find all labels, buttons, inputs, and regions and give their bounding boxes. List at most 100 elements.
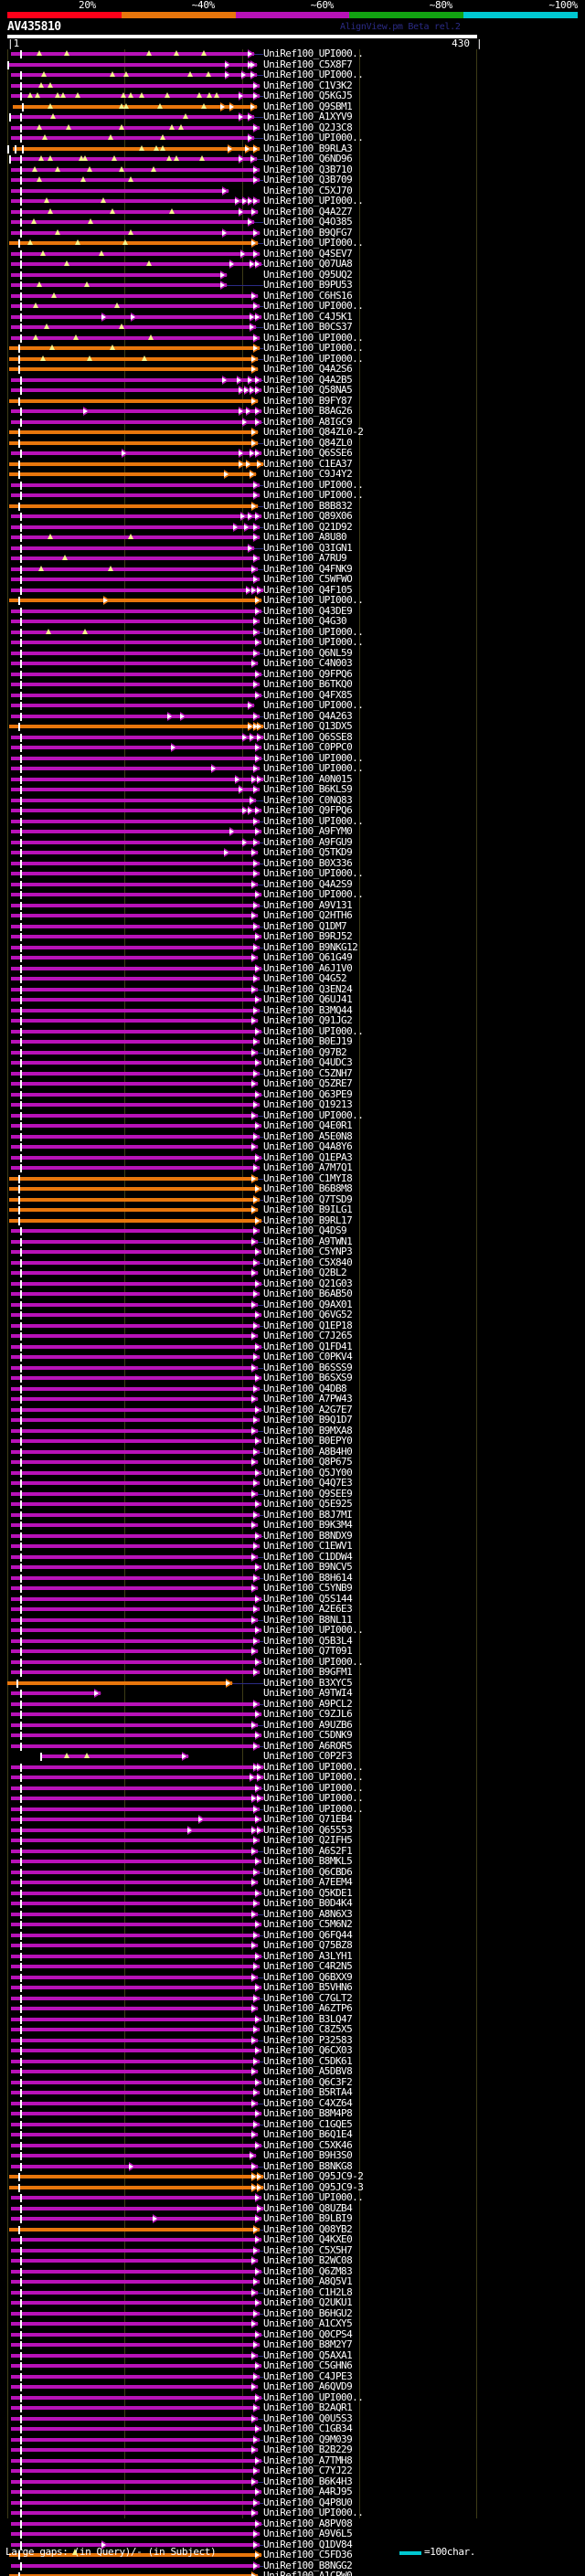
hit-label[interactable]: UniRef100_B8MKL5 xyxy=(263,1855,353,1867)
hit-label[interactable]: UniRef100_A6QVD9 xyxy=(263,2380,353,2392)
alignment-row[interactable]: UniRef100_Q4SEV7 xyxy=(0,248,585,260)
alignment-row[interactable]: UniRef100_Q2IFH5 xyxy=(0,1834,585,1846)
hsp-bar[interactable] xyxy=(11,830,261,833)
alignment-row[interactable]: UniRef100_C5X5H7 xyxy=(0,2244,585,2256)
alignment-row[interactable]: UniRef100_B9NKG12 xyxy=(0,941,585,953)
hsp-bar[interactable] xyxy=(11,2196,261,2200)
hsp-bar[interactable] xyxy=(11,1691,101,1695)
hit-label[interactable]: UniRef100_UPI000.. xyxy=(263,751,364,764)
hit-label[interactable]: UniRef100_UPI000.. xyxy=(263,331,364,344)
hit-label[interactable]: UniRef100_B0EPY0 xyxy=(263,1435,353,1447)
hsp-bar[interactable] xyxy=(11,777,263,781)
alignment-row[interactable]: UniRef100_C5YNB9 xyxy=(0,1582,585,1594)
hsp-bar[interactable] xyxy=(11,1155,261,1160)
alignment-row[interactable]: UniRef100_Q63PE9 xyxy=(0,1087,585,1100)
alignment-row[interactable]: UniRef100_B0EPY0 xyxy=(0,1435,585,1447)
alignment-row[interactable]: UniRef100_Q2UKU1 xyxy=(0,2296,585,2308)
alignment-row[interactable]: UniRef100_A8B4H0 xyxy=(0,1446,585,1458)
hit-label[interactable]: UniRef100_UPI000.. xyxy=(263,48,364,59)
hsp-bar[interactable] xyxy=(11,1407,261,1412)
hsp-bar[interactable] xyxy=(11,188,229,193)
hsp-bar[interactable] xyxy=(11,662,258,665)
hit-label[interactable]: UniRef100_UPI000.. xyxy=(263,237,364,249)
alignment-row[interactable]: UniRef100_Q4A263 xyxy=(0,710,585,722)
hsp-bar[interactable] xyxy=(11,1470,261,1475)
hit-label[interactable]: UniRef100_Q1DM7 xyxy=(263,919,347,932)
hit-label[interactable]: UniRef100_B2WC08 xyxy=(263,2254,353,2266)
hsp-bar[interactable] xyxy=(11,1860,261,1863)
hit-label[interactable]: UniRef100_Q4A2B5 xyxy=(263,373,353,386)
alignment-row[interactable]: UniRef100_UPI000.. xyxy=(0,2391,585,2403)
alignment-row[interactable]: UniRef100_B8H614 xyxy=(0,1572,585,1584)
hsp-bar[interactable] xyxy=(9,461,263,466)
alignment-row[interactable]: UniRef100_B3XYC5 xyxy=(0,1677,585,1689)
hsp-bar[interactable] xyxy=(11,1019,258,1023)
hit-label[interactable]: UniRef100_A7RU9 xyxy=(263,552,347,564)
alignment-row[interactable]: UniRef100_Q5ZRE7 xyxy=(0,1077,585,1089)
alignment-row[interactable]: UniRef100_Q4DS9 xyxy=(0,1224,585,1236)
hsp-bar[interactable] xyxy=(11,2427,261,2431)
alignment-row[interactable]: UniRef100_A9FGU9 xyxy=(0,835,585,848)
hit-label[interactable]: UniRef100_A6ZTP6 xyxy=(263,2002,353,2014)
hit-label[interactable]: UniRef100_B2B229 xyxy=(263,2443,353,2455)
hsp-bar[interactable] xyxy=(11,2154,256,2157)
alignment-row[interactable]: UniRef100_B0CS37 xyxy=(0,321,585,333)
hit-label[interactable]: UniRef100_Q5B3L4 xyxy=(263,1634,353,1647)
hsp-bar[interactable] xyxy=(11,272,227,277)
alignment-row[interactable]: UniRef100_Q6C3F2 xyxy=(0,2076,585,2088)
hit-label[interactable]: UniRef100_A9UZB6 xyxy=(263,1718,353,1731)
hit-label[interactable]: UniRef100_Q3B709 xyxy=(263,174,353,186)
hsp-bar[interactable] xyxy=(9,2574,258,2576)
alignment-row[interactable]: UniRef100_Q3EN24 xyxy=(0,983,585,995)
hsp-bar[interactable] xyxy=(11,1586,258,1590)
alignment-row[interactable]: UniRef100_C5M6N2 xyxy=(0,1918,585,1930)
hit-label[interactable]: UniRef100_Q5S144 xyxy=(263,1592,353,1605)
alignment-row[interactable]: UniRef100_Q21G03 xyxy=(0,1277,585,1289)
alignment-row[interactable]: UniRef100_UPI000.. xyxy=(0,331,585,344)
hsp-bar[interactable] xyxy=(9,356,258,361)
hsp-bar[interactable] xyxy=(11,1596,261,1601)
alignment-row[interactable]: UniRef100_B6SXS9 xyxy=(0,1372,585,1383)
hsp-bar[interactable] xyxy=(11,1271,258,1275)
hit-label[interactable]: UniRef100_A9FGU9 xyxy=(263,835,353,848)
hsp-bar[interactable] xyxy=(11,377,261,382)
alignment-row[interactable]: UniRef100_Q6VG52 xyxy=(0,1309,585,1320)
hit-label[interactable]: UniRef100_Q63PE9 xyxy=(263,1087,353,1100)
hsp-bar[interactable] xyxy=(9,725,263,728)
hit-label[interactable]: UniRef100_A6S2F1 xyxy=(263,1844,353,1857)
hit-label[interactable]: UniRef100_UPI000.. xyxy=(263,867,364,879)
hsp-bar[interactable] xyxy=(11,1008,260,1012)
hit-label[interactable]: UniRef100_Q65553 xyxy=(263,1823,353,1836)
alignment-row[interactable]: UniRef100_C5ZNH7 xyxy=(0,1067,585,1079)
alignment-row[interactable]: UniRef100_Q2HTH6 xyxy=(0,909,585,921)
hit-label[interactable]: UniRef100_B9RJ52 xyxy=(263,930,353,942)
hsp-bar[interactable] xyxy=(11,1281,261,1286)
hsp-bar[interactable] xyxy=(11,1849,258,1853)
hsp-bar[interactable] xyxy=(11,514,261,518)
hit-label[interactable]: UniRef100_C5XJ70 xyxy=(263,184,353,196)
hit-label[interactable]: UniRef100_B6SSS9 xyxy=(263,1361,353,1373)
hsp-bar[interactable] xyxy=(11,1565,261,1569)
hsp-bar[interactable] xyxy=(11,304,260,308)
alignment-row[interactable]: UniRef100_C4J5K1 xyxy=(0,311,585,323)
hsp-bar[interactable] xyxy=(11,493,260,497)
hit-label[interactable]: UniRef100_B9LBI9 xyxy=(263,2212,353,2224)
alignment-row[interactable]: UniRef100_UPI000.. xyxy=(0,48,585,59)
hit-label[interactable]: UniRef100_Q9FPQ6 xyxy=(263,804,353,816)
alignment-row[interactable]: UniRef100_Q4O385 xyxy=(0,216,585,228)
hit-label[interactable]: UniRef100_A1CXY5 xyxy=(263,2317,353,2329)
alignment-row[interactable]: UniRef100_B6HGU2 xyxy=(0,2307,585,2319)
hsp-bar[interactable] xyxy=(11,525,260,529)
hsp-bar[interactable] xyxy=(40,1754,188,1758)
hsp-bar[interactable] xyxy=(11,94,260,98)
alignment-row[interactable]: UniRef100_Q5JY00 xyxy=(0,1466,585,1479)
hsp-bar[interactable] xyxy=(11,1092,261,1097)
hit-label[interactable]: UniRef100_Q5JY00 xyxy=(263,1466,353,1479)
hsp-bar[interactable] xyxy=(11,1491,258,1496)
hit-label[interactable]: UniRef100_A8Q5V1 xyxy=(263,2275,353,2287)
alignment-row[interactable]: UniRef100_Q21D92 xyxy=(0,521,585,533)
hsp-bar[interactable] xyxy=(11,861,260,865)
hit-label[interactable]: UniRef100_B6K4H3 xyxy=(263,2475,353,2487)
hsp-bar[interactable] xyxy=(11,704,254,707)
alignment-row[interactable]: UniRef100_Q5KDE1 xyxy=(0,1887,585,1899)
